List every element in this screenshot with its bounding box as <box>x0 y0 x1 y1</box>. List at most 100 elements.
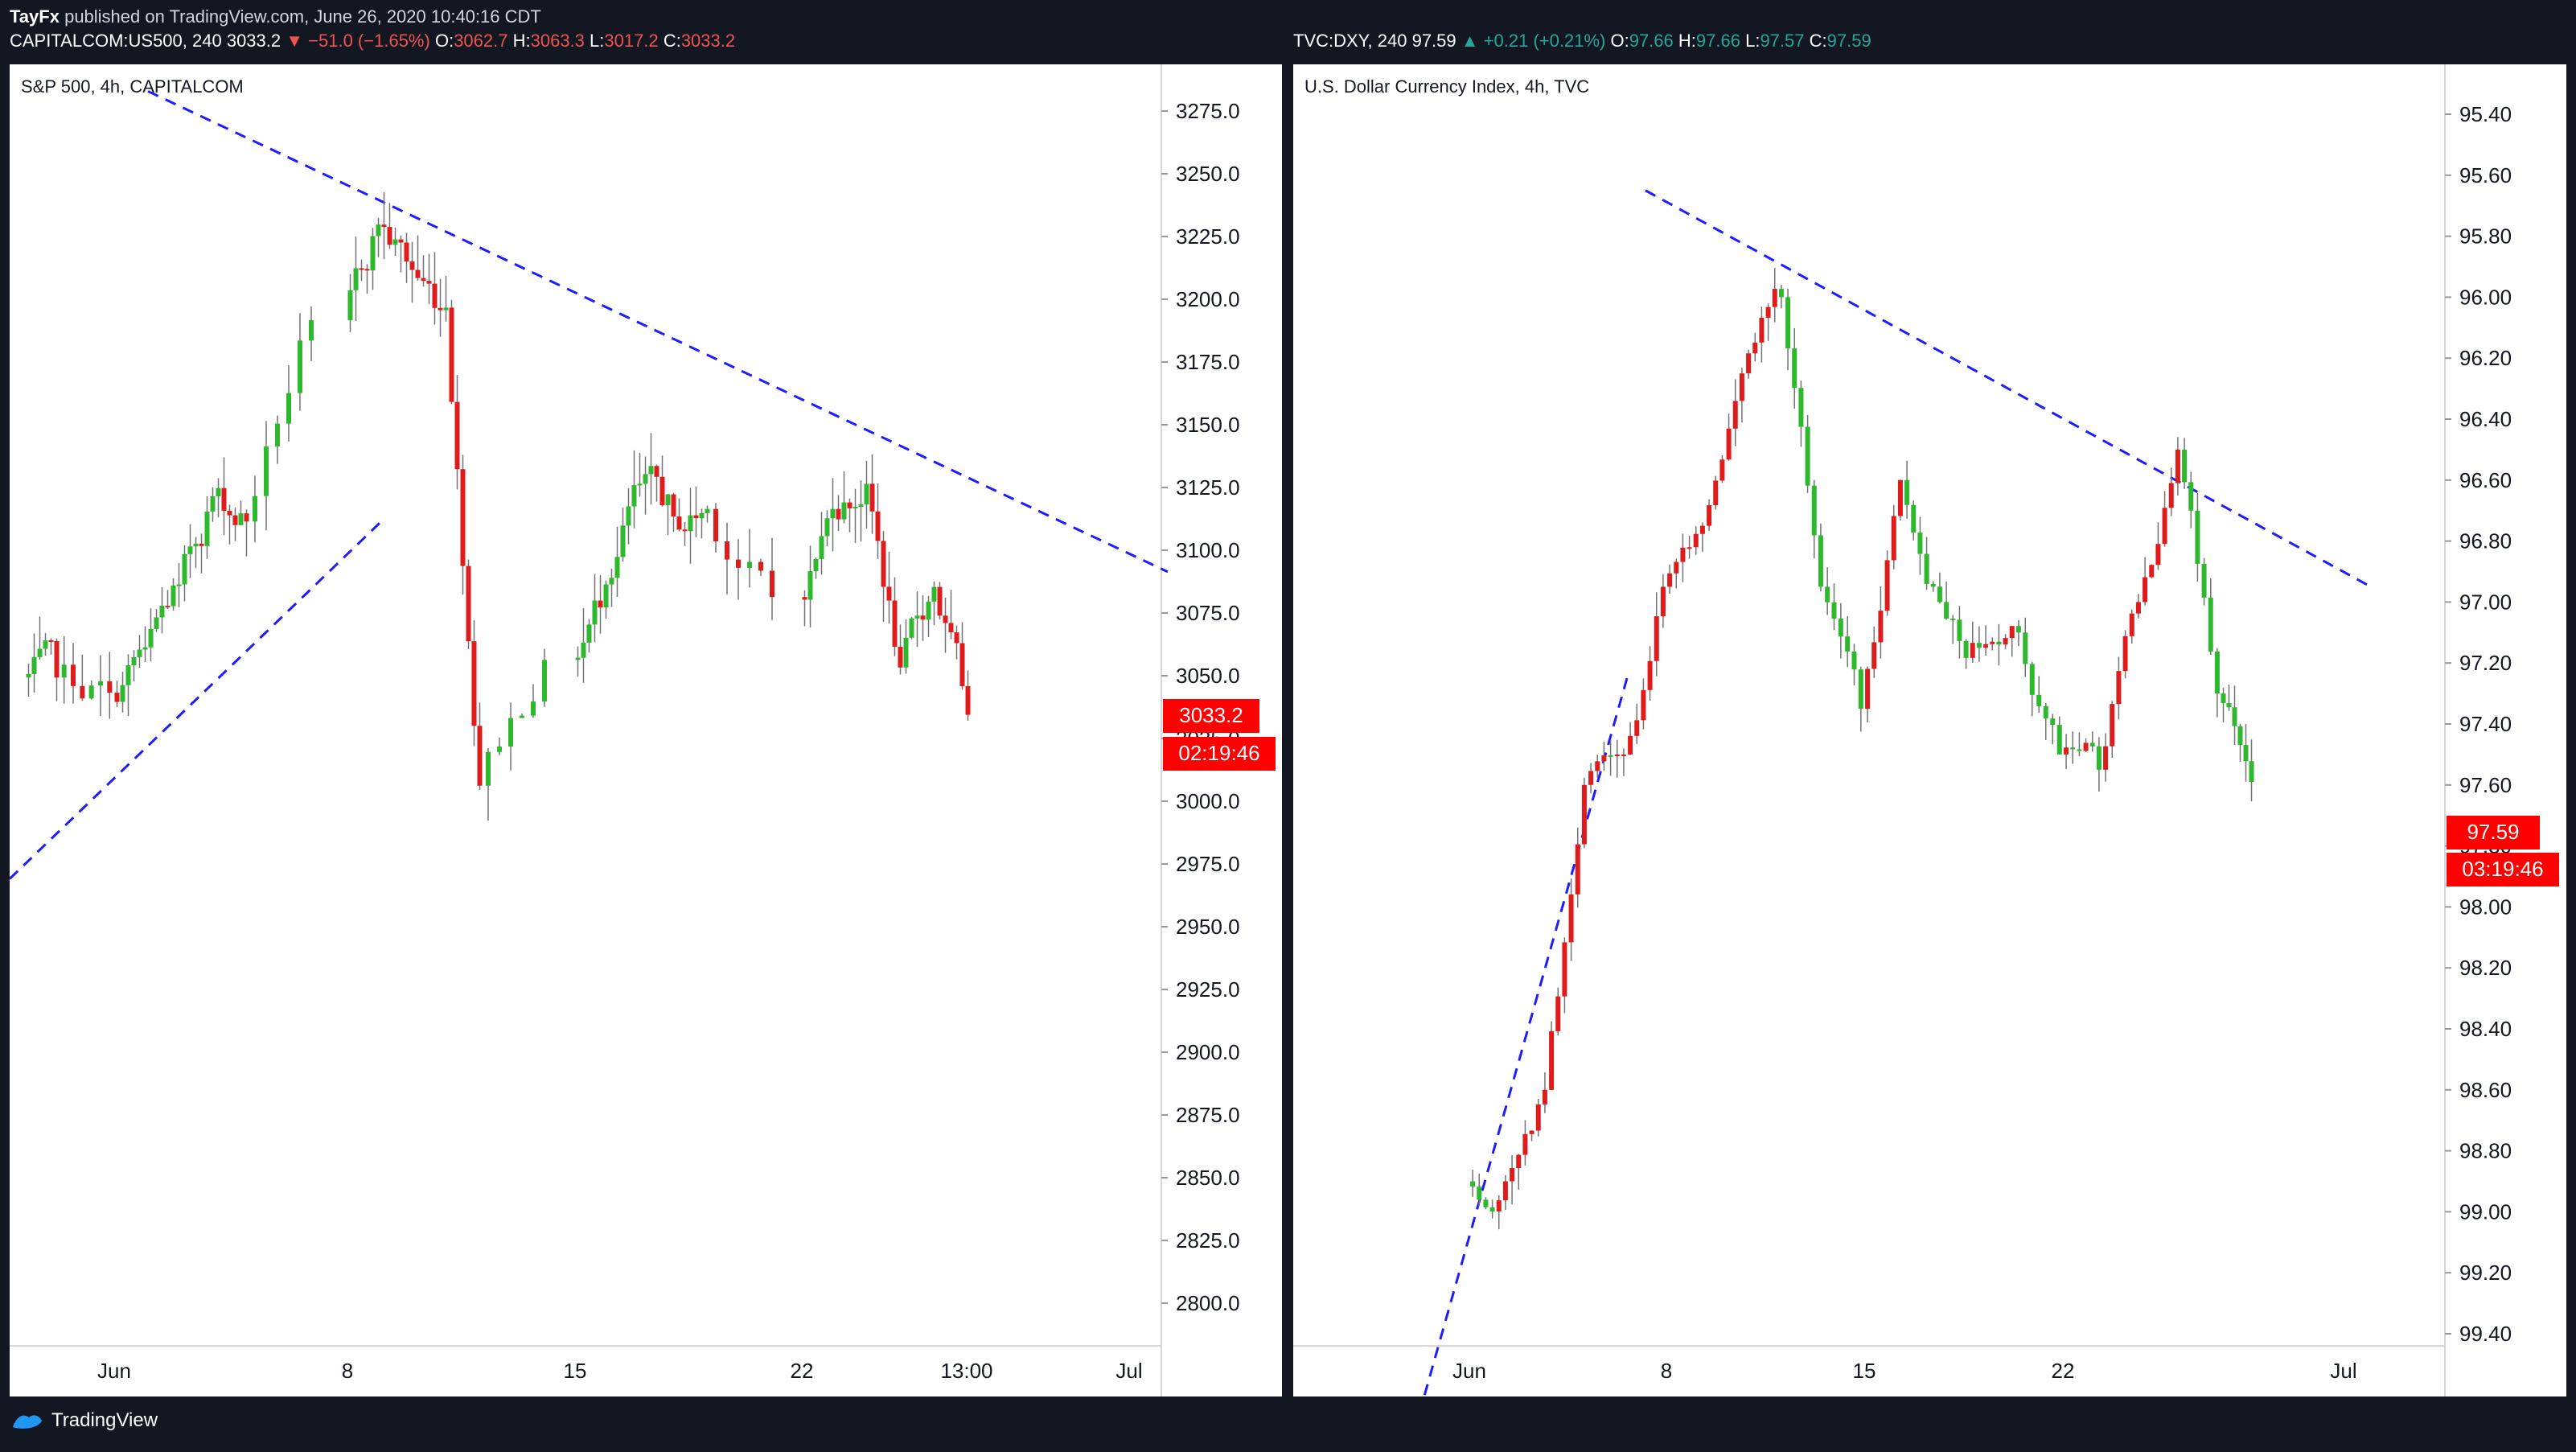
candle-body <box>575 657 581 660</box>
candle-body <box>131 656 137 665</box>
countdown-tag: 03:19:46 <box>2462 857 2543 881</box>
candle-body <box>204 511 210 546</box>
candle-body <box>1990 641 1995 644</box>
close-label: C: <box>663 31 681 51</box>
symbol-name[interactable]: CAPITALCOM:US500, 240 <box>10 31 222 51</box>
candle-body <box>892 600 898 648</box>
close-label: C: <box>1809 31 1827 51</box>
trendline[interactable] <box>8 520 383 880</box>
price-tick-label: 2850.0 <box>1176 1166 1240 1190</box>
candle-body <box>460 469 466 566</box>
candle-body <box>1897 479 1903 516</box>
candle-body <box>643 474 648 484</box>
candle-body <box>802 597 807 600</box>
price-axis[interactable]: 95.40 95.60 95.80 96.00 96.20 96.40 96.60 96.80… <box>2445 102 2512 1346</box>
time-axis[interactable]: Jun 8 15 22 13:00 Jul <box>97 1359 1143 1383</box>
candle-body <box>275 423 280 446</box>
candle-body <box>1785 297 1791 349</box>
candle-body <box>2214 651 2220 694</box>
candle-body <box>1963 640 1969 658</box>
candle-body <box>1614 754 1620 756</box>
candle-body <box>370 236 376 271</box>
dxy-chart-svg[interactable]: 95.40 95.60 95.80 96.00 96.20 96.40 96.60 96.80… <box>1293 64 2566 1452</box>
candle-body <box>193 543 199 547</box>
price-tick-label: 2900.0 <box>1176 1040 1240 1064</box>
high-label: H: <box>512 31 531 51</box>
chart-panel-sp500[interactable]: 3275.0 3250.0 3225.0 3200.0 3175.0 3150.0 3125… <box>8 64 1282 1396</box>
time-tick-label: Jun <box>97 1359 131 1383</box>
candle-body <box>1588 771 1594 785</box>
price-tick-label: 3175.0 <box>1176 350 1240 374</box>
candle-body <box>1522 1133 1528 1155</box>
candle-body <box>1483 1199 1489 1207</box>
trendlines[interactable] <box>1407 189 2372 1452</box>
candle-body <box>1811 485 1817 536</box>
candle-body <box>770 570 774 598</box>
price-tick-label: 95.80 <box>2459 224 2512 249</box>
candle-body <box>2135 602 2141 614</box>
candle-body <box>886 586 892 601</box>
candle-body <box>1805 426 1810 486</box>
candle-body <box>364 269 370 271</box>
price-tick-label: 99.00 <box>2459 1199 2512 1224</box>
time-tick-label: 15 <box>1853 1359 1876 1383</box>
sp500-chart-svg[interactable]: 3275.0 3250.0 3225.0 3200.0 3175.0 3150.0 3125… <box>8 64 1282 1396</box>
price-tick-label: 99.20 <box>2459 1261 2512 1285</box>
candle-body <box>1891 516 1896 561</box>
high-value: 97.66 <box>1695 31 1740 51</box>
candle-body <box>1719 459 1725 481</box>
price-tick-label: 2950.0 <box>1176 915 1240 939</box>
candle-body <box>1746 353 1752 374</box>
trendline[interactable] <box>1645 189 2372 588</box>
time-tick-label: 22 <box>2052 1359 2075 1383</box>
candle-body <box>31 656 37 674</box>
price-tick-label: 96.60 <box>2459 468 2512 492</box>
candle-body <box>841 502 847 520</box>
candle-body <box>1555 996 1561 1031</box>
trendline[interactable] <box>1407 677 1629 1452</box>
candle-body <box>654 466 659 477</box>
price-change: −51.0 (−1.65%) <box>308 31 430 51</box>
candle-body <box>232 515 238 525</box>
candle-body <box>830 508 836 519</box>
candle-body <box>2249 761 2254 783</box>
candle-body <box>1818 535 1823 587</box>
up-arrow-icon: ▲ <box>1461 31 1479 51</box>
chart-panel-dxy[interactable]: 95.40 95.60 95.80 96.00 96.20 96.40 96.60 96.80… <box>1293 64 2566 1452</box>
candle-body <box>2208 597 2213 652</box>
candle-body <box>404 242 409 262</box>
candle-body <box>148 628 154 648</box>
price-tick-label: 3150.0 <box>1176 413 1240 437</box>
countdown-tag: 02:19:46 <box>1178 741 1259 765</box>
candle-body <box>858 504 864 508</box>
candle-body <box>1489 1207 1495 1211</box>
candle-body <box>347 290 353 321</box>
candle-body <box>592 600 598 625</box>
time-tick-label: Jul <box>1115 1359 1142 1383</box>
candle-body <box>948 623 954 633</box>
time-axis[interactable]: Jun 8 15 22 Jul <box>1452 1359 2357 1383</box>
candle-body <box>631 485 637 507</box>
trendlines[interactable] <box>8 90 1169 880</box>
candle-body <box>1765 306 1771 318</box>
candle-body <box>909 618 914 638</box>
low-label: L: <box>1745 31 1760 51</box>
candle-body <box>943 615 948 623</box>
candle-body <box>2077 749 2082 751</box>
publisher-author[interactable]: TayFx <box>10 6 60 27</box>
header-bar: TayFx published on TradingView.com, June… <box>0 0 2576 63</box>
candle-body <box>637 483 643 486</box>
candle-body <box>699 512 705 519</box>
price-tick-label: 2825.0 <box>1176 1228 1240 1253</box>
trendline[interactable] <box>147 90 1169 574</box>
candle-body <box>2023 632 2028 664</box>
candle-body <box>965 685 971 715</box>
symbol-name[interactable]: TVC:DXY, 240 <box>1293 31 1407 51</box>
candle-body <box>286 393 291 424</box>
candle-body <box>137 649 142 657</box>
price-tick-label: 96.80 <box>2459 529 2512 553</box>
candle-body <box>216 487 221 497</box>
tradingview-brand[interactable]: TradingView <box>11 1409 158 1432</box>
candle-body <box>120 685 125 702</box>
price-tag: 97.59 <box>2467 820 2519 844</box>
